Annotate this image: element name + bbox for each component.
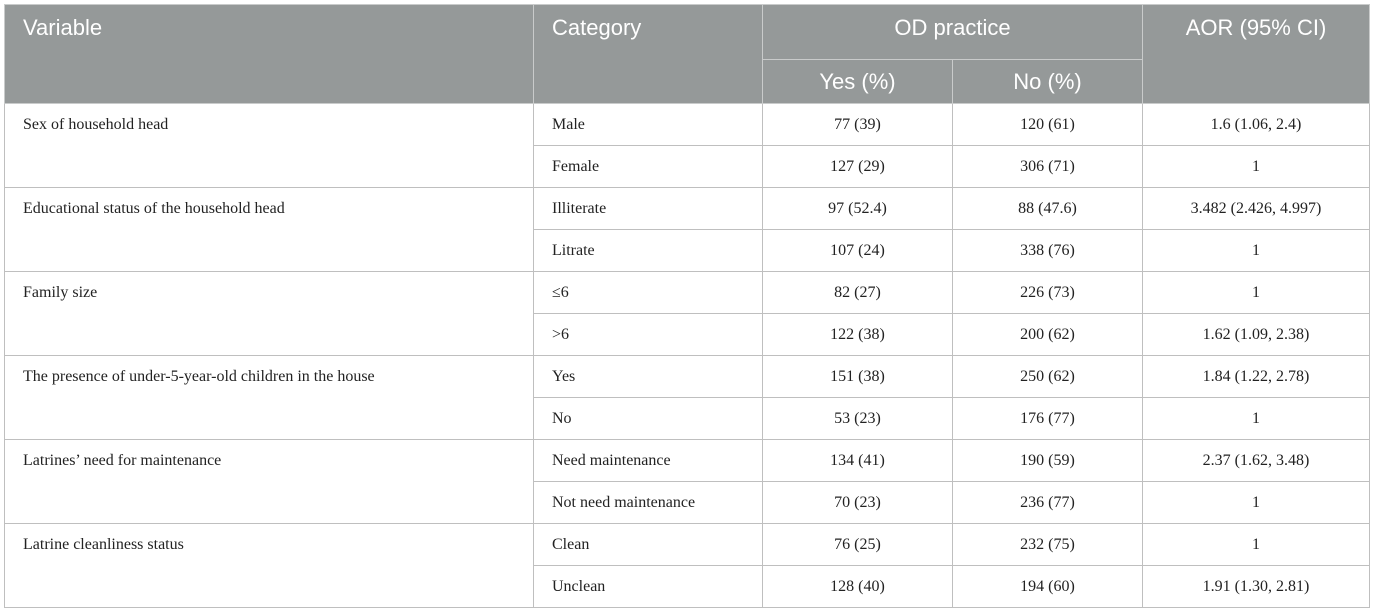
aor-cell: 1.62 (1.09, 2.38) <box>1142 313 1370 356</box>
yes-percent-cell: 107 (24) <box>762 229 953 272</box>
table-header: Variable Category OD practice AOR (95% C… <box>4 4 1370 104</box>
table-row: Educational status of the household head… <box>4 187 1370 272</box>
no-percent-cell: 88 (47.6) <box>952 187 1143 230</box>
table-row: Unclean 128 (40) 194 (60) 1.91 (1.30, 2.81) <box>5 565 1370 608</box>
variable-cell: Latrine cleanliness status <box>4 523 534 608</box>
yes-percent-cell: 82 (27) <box>762 271 953 314</box>
category-cell: ≤6 <box>533 271 763 314</box>
category-cell: Litrate <box>533 229 763 272</box>
category-cell: Male <box>533 103 763 146</box>
variable-cell: Educational status of the household head <box>4 187 534 272</box>
table-row: Latrines’ need for maintenance Need maint… <box>4 439 1370 524</box>
no-percent-cell: 176 (77) <box>952 397 1143 440</box>
aor-cell: 1 <box>1142 271 1370 314</box>
variable-cell: Family size <box>4 271 534 356</box>
table-row: Litrate 107 (24) 338 (76) 1 <box>5 229 1370 272</box>
category-cell: Female <box>533 145 763 188</box>
variable-cell: The presence of under-5-year-old childre… <box>4 355 534 440</box>
table-body: Sex of household head Male 77 (39) 120 (61)… <box>4 103 1370 608</box>
yes-percent-cell: 134 (41) <box>762 439 953 482</box>
od-practice-table: Variable Category OD practice AOR (95% C… <box>4 4 1370 608</box>
aor-cell: 1.84 (1.22, 2.78) <box>1142 355 1370 398</box>
table-row: The presence of under-5-year-old childre… <box>4 355 1370 440</box>
yes-percent-cell: 77 (39) <box>762 103 953 146</box>
variable-cell: Latrines’ need for maintenance <box>4 439 534 524</box>
no-percent-cell: 306 (71) <box>952 145 1143 188</box>
yes-percent-cell: 76 (25) <box>762 523 953 566</box>
aor-cell: 3.482 (2.426, 4.997) <box>1142 187 1370 230</box>
yes-percent-cell: 122 (38) <box>762 313 953 356</box>
aor-cell: 1 <box>1142 523 1370 566</box>
aor-cell: 1.6 (1.06, 2.4) <box>1142 103 1370 146</box>
yes-percent-cell: 127 (29) <box>762 145 953 188</box>
variable-header: Variable <box>4 4 534 104</box>
no-percent-cell: 190 (59) <box>952 439 1143 482</box>
category-cell: No <box>533 397 763 440</box>
yes-percent-cell: 97 (52.4) <box>762 187 953 230</box>
yes-percent-header: Yes (%) <box>762 59 953 104</box>
category-cell: Need maintenance <box>533 439 763 482</box>
no-percent-header: No (%) <box>952 59 1143 104</box>
category-cell: Unclean <box>533 565 763 608</box>
category-cell: Not need maintenance <box>533 481 763 524</box>
no-percent-cell: 200 (62) <box>952 313 1143 356</box>
aor-cell: 1 <box>1142 229 1370 272</box>
variable-cell: Sex of household head <box>4 103 534 188</box>
no-percent-cell: 232 (75) <box>952 523 1143 566</box>
category-header: Category <box>533 4 763 104</box>
aor-cell: 1 <box>1142 481 1370 524</box>
od-practice-header: OD practice <box>762 4 1143 60</box>
table-row: Family size ≤6 82 (27) 226 (73) 1 <box>4 271 1370 356</box>
no-percent-cell: 236 (77) <box>952 481 1143 524</box>
yes-percent-cell: 53 (23) <box>762 397 953 440</box>
category-cell: Illiterate <box>533 187 763 230</box>
aor-cell: 1 <box>1142 397 1370 440</box>
no-percent-cell: 250 (62) <box>952 355 1143 398</box>
no-percent-cell: 226 (73) <box>952 271 1143 314</box>
category-cell: Yes <box>533 355 763 398</box>
table-row: Female 127 (29) 306 (71) 1 <box>5 145 1370 188</box>
category-cell: Clean <box>533 523 763 566</box>
table-row: Latrine cleanliness status Clean 76 (25) 23… <box>4 523 1370 608</box>
no-percent-cell: 338 (76) <box>952 229 1143 272</box>
aor-cell: 1 <box>1142 145 1370 188</box>
no-percent-cell: 194 (60) <box>952 565 1143 608</box>
yes-percent-cell: 70 (23) <box>762 481 953 524</box>
yes-percent-cell: 128 (40) <box>762 565 953 608</box>
table-row: >6 122 (38) 200 (62) 1.62 (1.09, 2.38) <box>5 313 1370 356</box>
yes-percent-cell: 151 (38) <box>762 355 953 398</box>
aor-cell: 1.91 (1.30, 2.81) <box>1142 565 1370 608</box>
table-row: Not need maintenance 70 (23) 236 (77) 1 <box>5 481 1370 524</box>
aor-header: AOR (95% CI) <box>1142 4 1370 104</box>
table-row: Sex of household head Male 77 (39) 120 (61)… <box>4 103 1370 188</box>
aor-cell: 2.37 (1.62, 3.48) <box>1142 439 1370 482</box>
no-percent-cell: 120 (61) <box>952 103 1143 146</box>
category-cell: >6 <box>533 313 763 356</box>
